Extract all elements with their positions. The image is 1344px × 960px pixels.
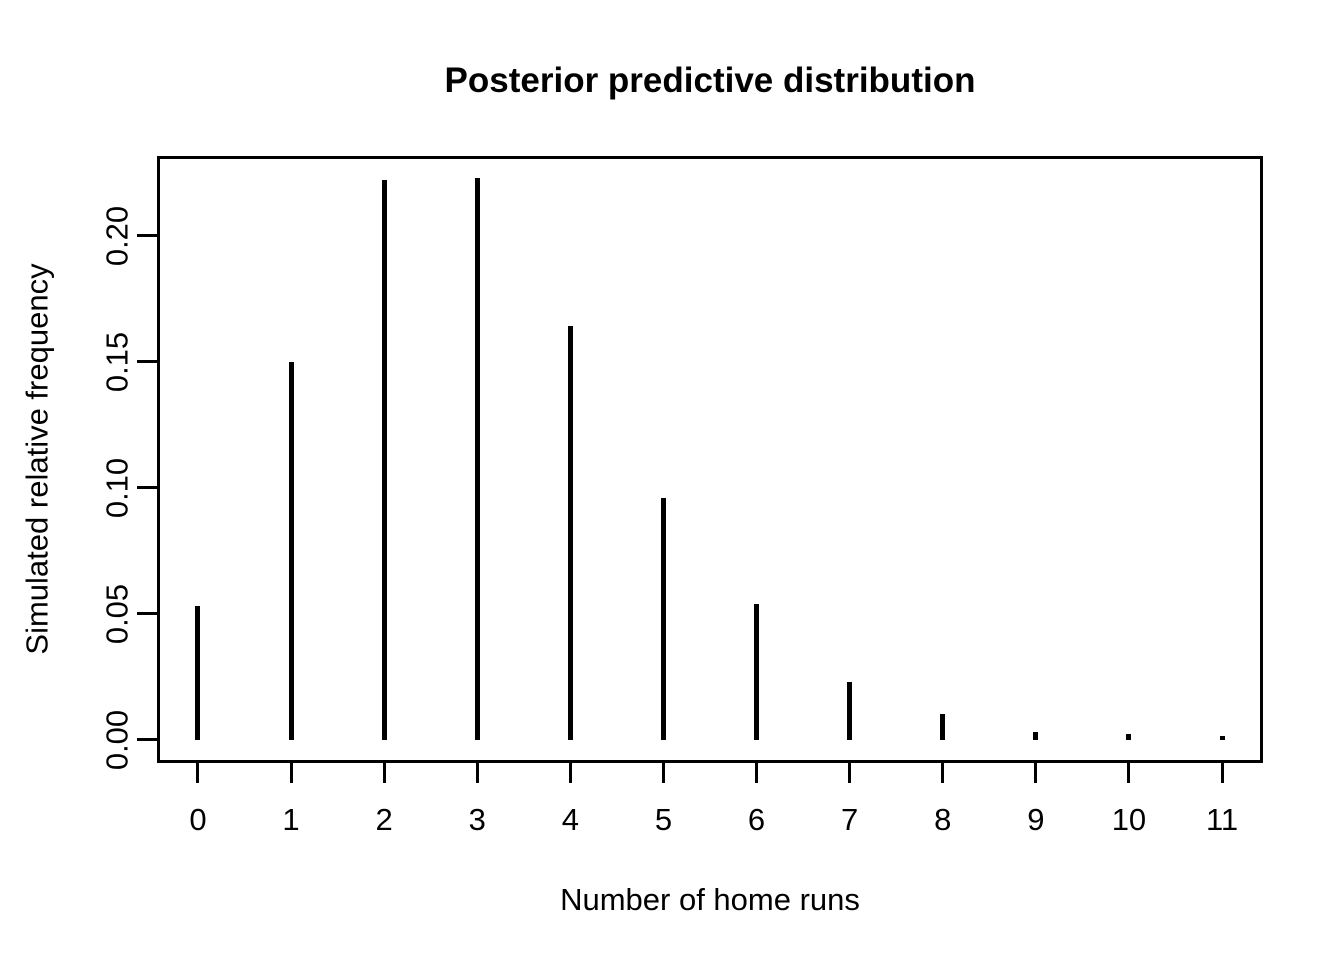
x-axis-tick-mark xyxy=(755,763,759,783)
spike xyxy=(567,326,573,740)
x-axis-tick-label: 9 xyxy=(1027,802,1045,837)
y-axis-tick-mark xyxy=(137,738,157,742)
y-axis-tick-mark xyxy=(137,360,157,364)
x-axis-tick-mark xyxy=(941,763,945,783)
plot-area xyxy=(157,156,1263,763)
y-axis-tick-mark xyxy=(137,612,157,616)
x-axis-tick-mark xyxy=(1220,763,1224,783)
x-axis-tick-label: 7 xyxy=(841,802,859,837)
x-axis-tick-mark xyxy=(382,763,386,783)
spike xyxy=(1219,736,1225,740)
x-axis-tick-label: 2 xyxy=(375,802,393,837)
x-axis-tick-label: 10 xyxy=(1111,802,1147,837)
x-axis-tick-label: 3 xyxy=(468,802,486,837)
y-axis-tick-label: 0.15 xyxy=(99,331,135,392)
x-axis-tick-label: 8 xyxy=(934,802,952,837)
y-axis-tick-label: 0.20 xyxy=(99,205,135,266)
x-axis-tick-label: 11 xyxy=(1205,802,1239,837)
x-axis-tick-label: 1 xyxy=(282,802,300,837)
x-axis-tick-label: 6 xyxy=(747,802,766,837)
spike xyxy=(660,497,666,740)
x-axis-tick-label: 4 xyxy=(561,802,579,837)
x-axis-tick-mark xyxy=(196,763,200,783)
y-axis-tick-mark xyxy=(137,486,157,490)
spike xyxy=(847,681,853,740)
y-axis-tick-mark xyxy=(137,234,157,238)
spike xyxy=(1126,733,1132,740)
x-axis-tick-mark xyxy=(568,763,572,783)
spike xyxy=(754,603,760,740)
x-axis-tick-mark xyxy=(1034,763,1038,783)
y-axis-tick-label: 0.10 xyxy=(99,457,135,518)
x-axis-tick-mark xyxy=(661,763,665,783)
y-axis-tick-label: 0.00 xyxy=(99,709,135,770)
y-axis-tick-label: 0.05 xyxy=(99,583,135,644)
spike xyxy=(1033,732,1039,740)
x-axis-tick-mark xyxy=(475,763,479,783)
spike xyxy=(474,177,480,740)
x-axis-tick-mark xyxy=(848,763,852,783)
chart-title: Posterior predictive distribution xyxy=(444,61,976,100)
x-axis-tick-mark xyxy=(1127,763,1131,783)
spike xyxy=(288,361,294,740)
spike xyxy=(381,180,387,740)
x-axis-tick-label: 0 xyxy=(189,802,207,837)
x-axis-title: Number of home runs xyxy=(560,882,860,917)
x-axis-tick-mark xyxy=(289,763,293,783)
y-axis-title: Simulated relative frequency xyxy=(19,263,55,655)
spike xyxy=(195,606,201,740)
x-axis-tick-label: 5 xyxy=(654,802,673,837)
spike xyxy=(940,714,946,740)
